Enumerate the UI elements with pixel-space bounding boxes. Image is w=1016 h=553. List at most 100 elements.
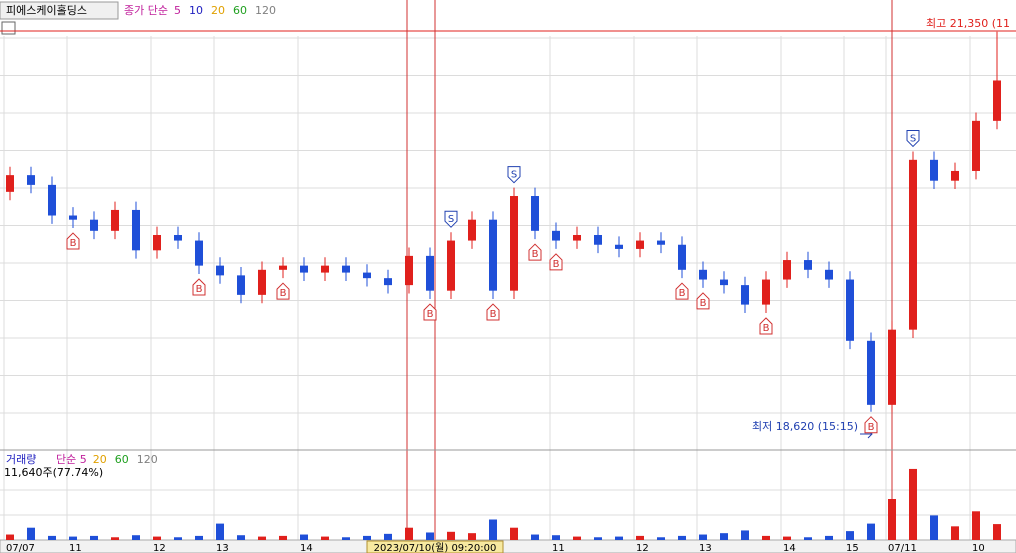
x-tick-label: 12 bbox=[153, 543, 166, 553]
candle-body bbox=[846, 279, 854, 341]
candle-body bbox=[195, 240, 203, 266]
signal-label: B bbox=[196, 284, 203, 295]
candle-body bbox=[489, 219, 497, 291]
volume-bar bbox=[678, 535, 686, 540]
signal-label: B bbox=[868, 422, 875, 433]
volume-bar bbox=[909, 468, 917, 540]
candle-body bbox=[993, 80, 1001, 121]
volume-bar bbox=[741, 530, 749, 540]
table-icon[interactable] bbox=[1, 21, 16, 35]
signal-marker bbox=[759, 317, 773, 335]
candle-body bbox=[384, 278, 392, 286]
volume-title: 거래량 bbox=[6, 453, 36, 466]
x-tick-label: 07/07 bbox=[6, 543, 35, 553]
signal-label: B bbox=[679, 288, 686, 299]
x-tick-label: 07/11 bbox=[888, 543, 917, 553]
volume-bar bbox=[48, 535, 56, 540]
x-tick-label: 14 bbox=[783, 543, 796, 553]
signal-label: B bbox=[532, 249, 539, 260]
volume-bar bbox=[90, 535, 98, 540]
volume-bar bbox=[279, 535, 287, 540]
volume-bar bbox=[615, 536, 623, 540]
ma-legend-item: 120 bbox=[255, 4, 276, 17]
volume-bar bbox=[69, 536, 77, 540]
volume-bar bbox=[720, 533, 728, 540]
volume-bar bbox=[531, 534, 539, 540]
volume-bar bbox=[552, 535, 560, 540]
candle-body bbox=[447, 240, 455, 291]
candle-body bbox=[762, 279, 770, 305]
x-tick-label: 13 bbox=[699, 543, 712, 553]
volume-bar bbox=[825, 535, 833, 540]
candle-body bbox=[552, 230, 560, 241]
volume-bar bbox=[153, 536, 161, 540]
signal-marker bbox=[696, 292, 710, 310]
volume-bar bbox=[573, 536, 581, 540]
candle-body bbox=[468, 219, 476, 241]
signal-label: B bbox=[427, 309, 434, 320]
signal-label: S bbox=[910, 133, 916, 144]
signal-label: B bbox=[70, 238, 77, 249]
signal-marker bbox=[423, 303, 437, 321]
candle-body bbox=[909, 159, 917, 330]
low-label: 최저 18,620 (15:15) bbox=[752, 420, 858, 433]
signal-label: B bbox=[763, 323, 770, 334]
volume-bar bbox=[6, 534, 14, 540]
volume-bar bbox=[783, 536, 791, 540]
signal-marker bbox=[276, 282, 290, 300]
volume-current: 11,640주(77.74%) bbox=[4, 466, 103, 479]
candle-body bbox=[594, 235, 602, 245]
volume-bar bbox=[804, 537, 812, 540]
volume-legend-item: 60 bbox=[115, 453, 129, 466]
volume-bar bbox=[636, 535, 644, 540]
volume-bar bbox=[111, 537, 119, 540]
volume-bar bbox=[447, 531, 455, 540]
candle-body bbox=[69, 215, 77, 220]
volume-bar bbox=[594, 537, 602, 540]
signal-label: S bbox=[448, 214, 454, 225]
signal-marker bbox=[444, 210, 458, 228]
marks: 07/07 B 11 12 B 13 B 14 B S B S B B 11 12 B B 13 B 14 15 B 07/1… bbox=[6, 31, 1001, 553]
volume-bar bbox=[27, 527, 35, 540]
x-tick-label: 11 bbox=[69, 543, 82, 553]
volume-bar bbox=[195, 535, 203, 540]
volume-bar bbox=[363, 535, 371, 540]
high-label: 최고 21,350 (11 bbox=[926, 17, 1010, 30]
candle-body bbox=[657, 240, 665, 245]
x-axis-bar bbox=[0, 539, 1016, 553]
candle-body bbox=[216, 265, 224, 276]
volume-bar bbox=[510, 527, 518, 540]
candle-body bbox=[279, 265, 287, 270]
volume-bar bbox=[888, 499, 896, 540]
volume-bar bbox=[384, 533, 392, 540]
volume-bar bbox=[930, 515, 938, 540]
volume-legend-item: 20 bbox=[93, 453, 107, 466]
volume-bar bbox=[342, 537, 350, 540]
candle-body bbox=[720, 279, 728, 286]
x-tick-label: 11 bbox=[552, 543, 565, 553]
candle-body bbox=[405, 255, 413, 286]
candle-body bbox=[930, 159, 938, 181]
candle-body bbox=[237, 275, 245, 295]
candle-body bbox=[6, 175, 14, 192]
volume-bar bbox=[468, 533, 476, 540]
x-tick-label: 10 bbox=[972, 543, 985, 553]
candle-body bbox=[867, 340, 875, 405]
title-box bbox=[0, 1, 119, 20]
stock-name: 피에스케이홀딩스 bbox=[6, 4, 87, 17]
candle-body bbox=[636, 240, 644, 249]
volume-bar bbox=[321, 536, 329, 540]
candle-body bbox=[174, 235, 182, 241]
x-tick-label: 14 bbox=[300, 543, 313, 553]
signal-label: B bbox=[280, 288, 287, 299]
candle-body bbox=[132, 209, 140, 251]
signal-marker bbox=[66, 232, 80, 250]
candle-body bbox=[258, 269, 266, 295]
x-tick-label: 15 bbox=[846, 543, 859, 553]
candle-body bbox=[48, 184, 56, 216]
signal-marker bbox=[486, 303, 500, 321]
ma-legend-item: 10 bbox=[189, 4, 203, 17]
x-tick-label: 12 bbox=[636, 543, 649, 553]
